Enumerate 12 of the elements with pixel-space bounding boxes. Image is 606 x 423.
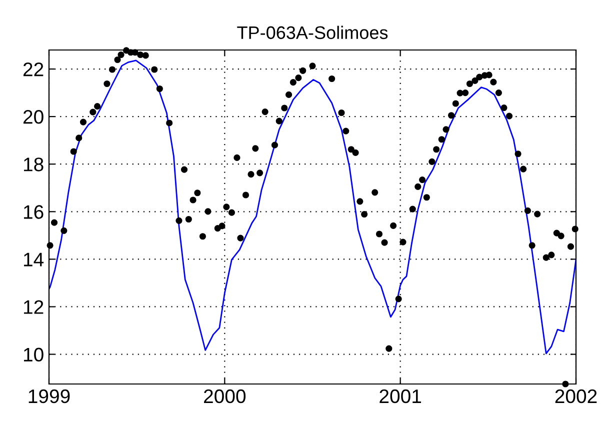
y-tick-label: 22	[23, 62, 44, 76]
x-tick-label: 2000	[204, 389, 246, 404]
y-tick-label: 10	[24, 348, 44, 362]
y-tick-label: 14	[24, 252, 44, 266]
chart-title: TP-063A-Solimoes	[237, 26, 388, 40]
x-tick-label: 1999	[28, 389, 70, 404]
y-tick-label: 16	[24, 205, 44, 219]
x-tick-label: 2001	[380, 389, 422, 404]
y-tick-label: 12	[24, 300, 44, 314]
x-tick-label: 2002	[555, 389, 597, 404]
y-tick-label: 18	[24, 158, 44, 172]
y-tick-label: 20	[23, 110, 44, 124]
